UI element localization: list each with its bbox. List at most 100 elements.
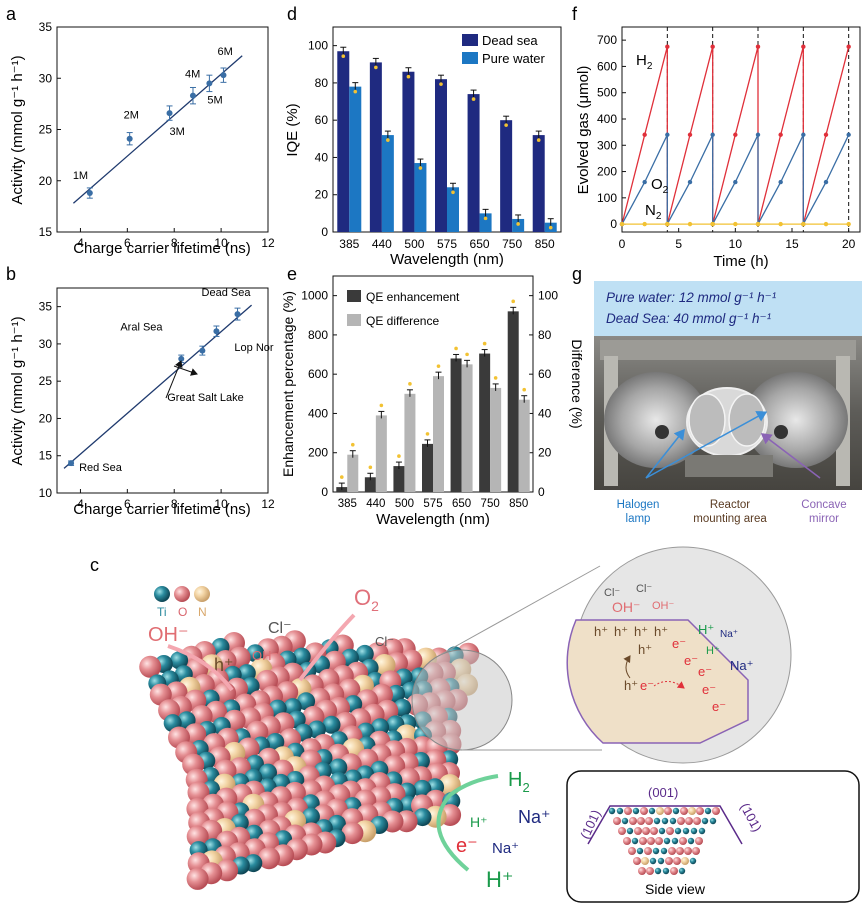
ti-atom [170, 651, 189, 670]
ti-atom [687, 837, 695, 845]
label-Na-1: Na⁺ [518, 807, 551, 827]
fit-line [63, 304, 253, 469]
o-atom [186, 867, 209, 890]
x-tick-label: 0 [619, 237, 626, 251]
data-dot [425, 432, 430, 436]
o-atom [668, 847, 676, 855]
chart-d-bars [337, 46, 557, 233]
series-point [755, 44, 761, 49]
bar-difference [375, 415, 387, 492]
series-point [687, 179, 693, 185]
point-label: 5M [207, 94, 222, 106]
ti-atom [672, 807, 680, 815]
series-point [642, 221, 647, 227]
oh-arrow [167, 644, 234, 692]
bar-difference [347, 454, 359, 492]
mag-h-6: h⁺ [624, 678, 638, 693]
ti-atom [682, 827, 690, 835]
ti-atom [301, 807, 320, 826]
y2-tick-label: 60 [538, 367, 552, 381]
arrow-halogen-left [645, 428, 685, 479]
ti-atom [631, 837, 639, 845]
y-tick-label: 20 [39, 411, 53, 425]
chart-a-ticks: 4 6 8 10 12 15 20 25 30 35 [39, 20, 275, 250]
legend-n-label: N [198, 605, 207, 619]
label-cl-1: Cl⁻ [268, 620, 292, 637]
side-view-label: Side view [645, 881, 706, 897]
callout-mirror: Concave mirror [801, 499, 846, 525]
label-h2: H2 [508, 769, 530, 795]
o-atom [696, 807, 704, 815]
data-dot [493, 376, 498, 380]
data-dot [471, 97, 476, 101]
data-dot [511, 299, 516, 304]
o-atom [637, 817, 645, 825]
x-tick-label: 500 [404, 237, 424, 251]
ti-atom [259, 763, 277, 782]
o2-arrow [298, 613, 356, 682]
o-atom [629, 817, 637, 825]
point-label: Great Salt Lake [167, 392, 243, 404]
x-tick-label: 385 [338, 498, 357, 510]
chart-e: 0 200 400 600 800 1000 0 20 40 60 80 100 385 440 500 57… [280, 275, 585, 528]
y-tick-label: 400 [308, 406, 328, 420]
o-atom [341, 822, 364, 845]
y-tick-label: 600 [597, 59, 617, 73]
legend-swatch-pure-water [462, 52, 478, 64]
x-tick-label: 500 [395, 498, 414, 510]
y-tick-label: 400 [597, 112, 617, 126]
point-label: 1M [73, 170, 88, 182]
ti-atom [322, 715, 341, 734]
y-tick-label: 100 [597, 191, 617, 205]
y-tick-label: 40 [315, 150, 329, 164]
o-atom [640, 807, 648, 815]
callout-mirror-line1: Concave [801, 499, 846, 511]
o-atom [186, 825, 209, 848]
mag-h-5: h⁺ [638, 642, 652, 657]
chart-d-legend: Dead sea Pure water [462, 33, 546, 66]
x-tick-label: 6 [124, 497, 131, 511]
series-point [801, 221, 806, 227]
chart-b-frame [56, 287, 269, 494]
chart-a-ylabel: Activity (mmol g⁻¹ h⁻¹) [9, 55, 26, 204]
legend-ti-label: Ti [157, 605, 167, 619]
series-point [801, 132, 806, 137]
legend-label-qe-enhancement: QE enhancement [366, 290, 460, 304]
n-atom [681, 857, 689, 865]
y-tick-label: 300 [597, 138, 617, 152]
y-tick-label: 60 [315, 113, 329, 127]
data-point [86, 190, 93, 197]
ti-atom [652, 847, 660, 855]
callout-halogen: Halogen lamp [617, 499, 660, 525]
o-atom [383, 755, 406, 777]
callout-reactor-line1: Reactor [710, 499, 750, 511]
ti-atom [698, 827, 706, 835]
ti-atom [621, 817, 629, 825]
panel-label-c: c [90, 555, 99, 575]
label-n2: N2 [645, 202, 662, 222]
series-point [846, 44, 851, 49]
o-atom [187, 781, 210, 804]
series-point [733, 179, 738, 185]
facet-001: (001) [648, 785, 678, 800]
ti-atom [704, 807, 712, 815]
mag-e-5: e⁻ [712, 699, 726, 714]
data-dot [379, 403, 384, 408]
photo-dome-left [604, 372, 708, 468]
ti-atom [689, 857, 697, 865]
ti-atom [663, 837, 671, 845]
photo-base [685, 455, 773, 477]
x-tick-label: 20 [842, 237, 856, 251]
ti-atom [355, 644, 374, 663]
y-tick-label: 35 [39, 20, 53, 34]
mag-h-1: h⁺ [594, 624, 608, 639]
bar-difference [433, 376, 444, 492]
mag-e-3: e⁻ [698, 664, 712, 679]
chart-b-ylabel: Activity (mmol g⁻¹ h⁻¹) [9, 316, 26, 465]
mag-h-4: h⁺ [654, 624, 668, 639]
data-dot [483, 216, 488, 221]
x-tick-label: 6 [124, 236, 131, 250]
bar [337, 51, 350, 233]
ti-atom [292, 647, 311, 666]
bar [349, 86, 362, 233]
